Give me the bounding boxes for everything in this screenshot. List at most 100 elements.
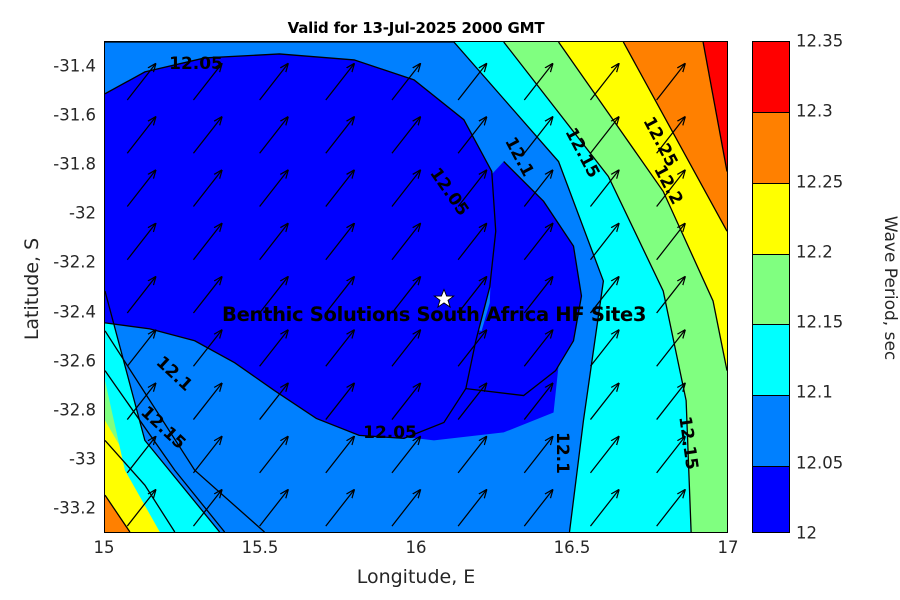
wave-direction-arrows [126, 64, 685, 527]
direction-arrow [523, 437, 552, 474]
direction-arrow [126, 64, 155, 101]
direction-arrow [391, 490, 420, 527]
direction-arrow [259, 224, 288, 261]
direction-arrow [325, 277, 354, 314]
direction-arrow [259, 330, 288, 367]
figure-title: Valid for 13-Jul-2025 2000 GMT [287, 19, 545, 37]
direction-arrow [589, 170, 618, 207]
contour-bands [105, 42, 727, 532]
direction-arrow [589, 330, 618, 367]
direction-arrow [126, 383, 155, 420]
direction-arrow [126, 224, 155, 261]
direction-arrow [192, 437, 221, 474]
colorbar-tick-label: 12 [796, 523, 817, 543]
direction-arrow [391, 330, 420, 367]
colorbar-label: Wave Period, sec [880, 215, 900, 361]
direction-arrow [325, 437, 354, 474]
direction-arrow [391, 277, 420, 314]
direction-arrow [589, 64, 618, 101]
colorbar-segment [753, 395, 789, 467]
direction-arrow [656, 383, 685, 420]
direction-arrow [192, 117, 221, 154]
direction-arrow [259, 64, 288, 101]
y-tick-label: -32.4 [53, 302, 96, 322]
direction-arrow [656, 170, 685, 207]
direction-arrow [656, 277, 685, 314]
direction-arrow [656, 437, 685, 474]
y-tick-label: -32.6 [53, 351, 96, 371]
direction-arrow [656, 224, 685, 261]
y-tick-label: -31.4 [53, 56, 96, 76]
colorbar-tick-label: 12.25 [796, 172, 844, 192]
direction-arrow [325, 330, 354, 367]
direction-arrow [126, 277, 155, 314]
direction-arrow [192, 170, 221, 207]
x-tick-label: 15.5 [241, 538, 279, 557]
direction-arrow [192, 224, 221, 261]
direction-arrow [391, 64, 420, 101]
colorbar-segment [753, 111, 789, 183]
contour-lines [105, 42, 727, 532]
direction-arrow [523, 170, 552, 207]
direction-arrow [656, 490, 685, 527]
x-tick-label: 17 [717, 538, 739, 557]
direction-arrow [192, 64, 221, 101]
plot-area [104, 41, 728, 533]
direction-arrow [325, 224, 354, 261]
x-tick-label: 15 [93, 538, 115, 557]
direction-arrow [391, 117, 420, 154]
direction-arrow [391, 224, 420, 261]
direction-arrow [523, 330, 552, 367]
direction-arrow [457, 490, 486, 527]
direction-arrow [589, 383, 618, 420]
direction-arrow [457, 330, 486, 367]
colorbar-tick-label: 12.35 [796, 31, 844, 51]
direction-arrow [523, 277, 552, 314]
direction-arrow [259, 490, 288, 527]
direction-arrow [457, 383, 486, 420]
colorbar-tick-label: 12.05 [796, 453, 844, 473]
direction-arrow [457, 437, 486, 474]
direction-arrow [259, 277, 288, 314]
direction-arrow [391, 383, 420, 420]
y-tick-label: -32 [69, 203, 96, 223]
site-label: Benthic Solutions South Africa HF Site3 [222, 303, 647, 326]
y-tick-label: -32.8 [53, 400, 96, 420]
direction-arrow [457, 64, 486, 101]
direction-arrow [589, 224, 618, 261]
x-axis-label: Longitude, E [356, 566, 476, 588]
y-tick-label: -31.8 [53, 154, 96, 174]
direction-arrow [192, 383, 221, 420]
direction-arrow [391, 437, 420, 474]
colorbar-segment [753, 253, 789, 325]
direction-arrow [589, 277, 618, 314]
colorbar-segment [753, 324, 789, 396]
direction-arrow [457, 170, 486, 207]
direction-arrow [457, 277, 486, 314]
direction-arrow [656, 64, 685, 101]
contour-plot-svg [105, 42, 727, 532]
x-tick-label: 16.5 [553, 538, 591, 557]
direction-arrow [523, 224, 552, 261]
colorbar-tick-label: 12.3 [796, 101, 833, 121]
colorbar-tick-label: 12.15 [796, 312, 844, 332]
direction-arrow [523, 383, 552, 420]
colorbar-tick-label: 12.2 [796, 242, 833, 262]
direction-arrow [192, 490, 221, 527]
contour-label: 12.05 [363, 423, 417, 443]
direction-arrow [523, 490, 552, 527]
direction-arrow [126, 117, 155, 154]
x-tick-label: 16 [405, 538, 427, 557]
colorbar-segment [753, 182, 789, 254]
direction-arrow [656, 330, 685, 367]
direction-arrow [457, 224, 486, 261]
direction-arrow [325, 383, 354, 420]
contour-label: 12.05 [169, 54, 223, 74]
direction-arrow [589, 437, 618, 474]
direction-arrow [523, 117, 552, 154]
contour-label: 12.1 [552, 432, 572, 474]
site-star-marker [433, 288, 455, 309]
colorbar [752, 41, 790, 533]
direction-arrow [391, 170, 420, 207]
